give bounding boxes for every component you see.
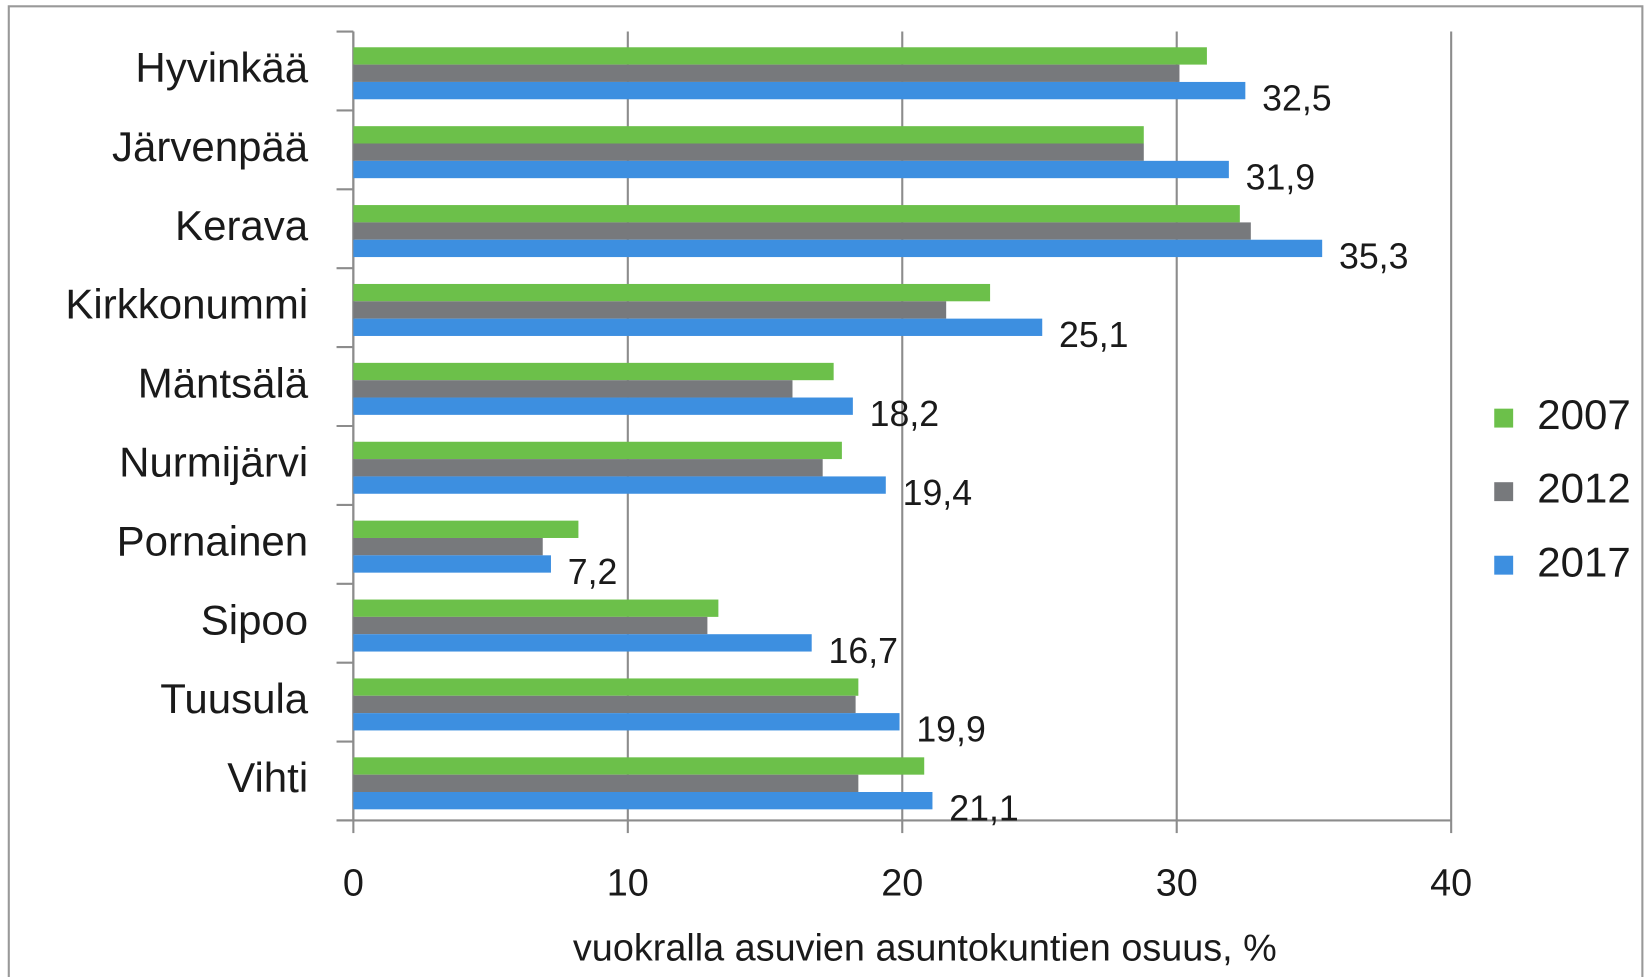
y-tick-label: Sipoo bbox=[201, 596, 308, 643]
y-tick-label: Mäntsälä bbox=[138, 360, 309, 407]
legend-swatch bbox=[1494, 555, 1514, 575]
bar bbox=[353, 283, 991, 302]
y-tick-label: Kerava bbox=[175, 202, 309, 249]
value-label: 18,2 bbox=[870, 394, 940, 434]
bar bbox=[353, 713, 900, 731]
bar bbox=[353, 143, 1144, 161]
bar bbox=[353, 380, 793, 398]
value-label: 25,1 bbox=[1059, 315, 1128, 355]
bar bbox=[353, 459, 823, 477]
value-label: 19,9 bbox=[916, 710, 986, 750]
bar bbox=[353, 362, 834, 381]
bar bbox=[353, 537, 543, 556]
bar bbox=[353, 599, 719, 617]
bar bbox=[353, 47, 1207, 65]
y-tick-label: Kirkkonummi bbox=[65, 281, 308, 328]
legend-label: 2007 bbox=[1537, 391, 1630, 438]
bar bbox=[353, 774, 859, 793]
bar bbox=[353, 441, 842, 460]
x-tick-label: 30 bbox=[1156, 863, 1198, 905]
bar bbox=[353, 239, 1323, 258]
x-tick-label: 10 bbox=[607, 863, 649, 905]
bar bbox=[353, 616, 708, 635]
bar bbox=[353, 301, 947, 319]
y-tick-label: Hyvinkää bbox=[135, 44, 308, 91]
x-tick-label: 20 bbox=[881, 863, 923, 905]
bar bbox=[353, 678, 859, 696]
value-label: 7,2 bbox=[568, 552, 618, 592]
y-tick-label: Tuusula bbox=[160, 675, 309, 722]
bar bbox=[353, 792, 933, 810]
y-tick-label: Vihti bbox=[227, 754, 308, 801]
bar bbox=[353, 318, 1043, 336]
legend-swatch bbox=[1494, 408, 1514, 428]
value-label: 16,7 bbox=[829, 631, 899, 671]
bar bbox=[353, 520, 579, 538]
bar bbox=[353, 81, 1246, 100]
bar bbox=[353, 64, 1180, 82]
bar bbox=[353, 126, 1144, 144]
y-tick-label: Järvenpää bbox=[112, 123, 309, 170]
legend-swatch bbox=[1494, 482, 1514, 502]
x-axis-title: vuokralla asuvien asuntokuntien osuus, % bbox=[573, 928, 1277, 970]
value-label: 35,3 bbox=[1339, 236, 1409, 276]
y-tick-label: Pornainen bbox=[117, 517, 309, 564]
bar bbox=[353, 757, 925, 775]
x-tick-label: 40 bbox=[1430, 863, 1472, 905]
x-tick-label: 0 bbox=[343, 863, 364, 905]
y-tick-label: Nurmijärvi bbox=[119, 439, 308, 486]
value-label: 32,5 bbox=[1262, 79, 1332, 119]
bar bbox=[353, 476, 886, 494]
value-label: 19,4 bbox=[903, 473, 973, 513]
bar bbox=[353, 160, 1229, 179]
value-label: 31,9 bbox=[1246, 157, 1316, 197]
bar bbox=[353, 555, 551, 573]
bar bbox=[353, 695, 856, 714]
legend-label: 2012 bbox=[1537, 465, 1630, 512]
bar bbox=[353, 397, 853, 415]
bar bbox=[353, 634, 812, 652]
chart-border bbox=[7, 5, 1644, 977]
bar bbox=[353, 205, 1240, 223]
value-label: 21,1 bbox=[949, 789, 1019, 829]
legend-label: 2017 bbox=[1537, 538, 1630, 585]
bar bbox=[353, 222, 1251, 240]
